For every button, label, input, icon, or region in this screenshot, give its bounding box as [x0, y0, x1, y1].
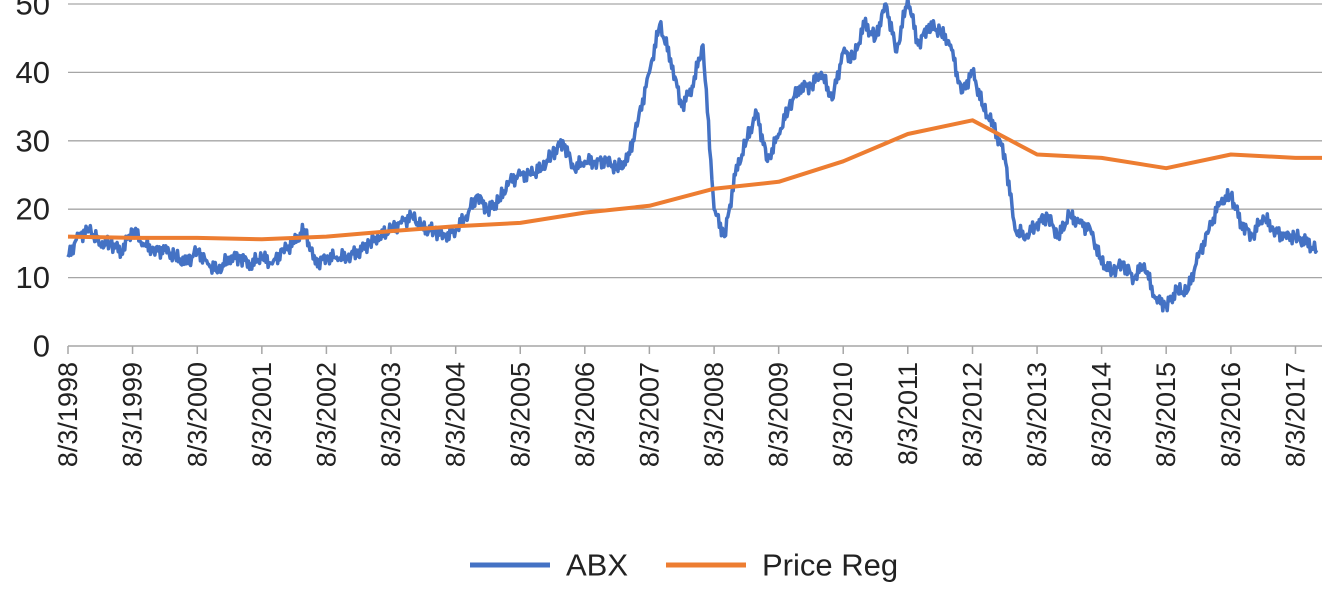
series-line-price-reg	[67, 118, 1322, 242]
y-tick-label: 10	[16, 260, 50, 295]
x-tick-label: 8/3/2008	[699, 362, 729, 467]
gridlines	[68, 3, 1322, 279]
x-tick-label: 8/3/2015	[1151, 362, 1181, 467]
y-tick-labels: 0 10 20 30 40 50	[16, 0, 50, 364]
x-tick-label: 8/3/2006	[570, 362, 600, 467]
series-lines	[66, 0, 1322, 313]
series-line-abx	[66, 0, 1319, 313]
x-tick-label: 8/3/2012	[958, 362, 988, 467]
x-axis	[67, 345, 1322, 354]
x-tick-label: 8/3/2009	[764, 362, 794, 467]
y-tick-label: 20	[16, 192, 50, 227]
x-tick-label: 8/3/2001	[247, 362, 277, 467]
x-tick-label: 8/3/2011	[893, 362, 923, 465]
x-tick-label: 8/3/2013	[1022, 362, 1052, 467]
x-tick-label: 8/3/2003	[376, 362, 406, 467]
x-tick-label: 8/3/2004	[441, 362, 471, 467]
y-tick-label: 40	[16, 55, 50, 90]
x-tick-label: 8/3/2007	[634, 362, 664, 467]
legend: ABX Price Reg	[470, 548, 898, 583]
y-tick-label: 30	[16, 123, 50, 158]
x-tick-labels: 8/3/1998 8/3/1999 8/3/2000 8/3/2001 8/3/2002…	[53, 362, 1310, 467]
x-tick-label: 8/3/2016	[1216, 362, 1246, 467]
x-tick-label: 8/3/2005	[505, 362, 535, 467]
x-tick-label: 8/3/1998	[53, 362, 83, 467]
legend-label: ABX	[566, 548, 628, 583]
x-tick-label: 8/3/2017	[1280, 362, 1310, 467]
x-tick-label: 8/3/2000	[182, 362, 212, 467]
legend-label: Price Reg	[762, 548, 898, 583]
x-tick-label: 8/3/2002	[311, 362, 341, 467]
x-tick-label: 8/3/1999	[118, 362, 148, 467]
x-tick-label: 8/3/2014	[1087, 362, 1117, 467]
y-tick-label: 50	[16, 0, 50, 22]
y-tick-label: 0	[33, 329, 50, 364]
x-tick-label: 8/3/2010	[828, 362, 858, 467]
